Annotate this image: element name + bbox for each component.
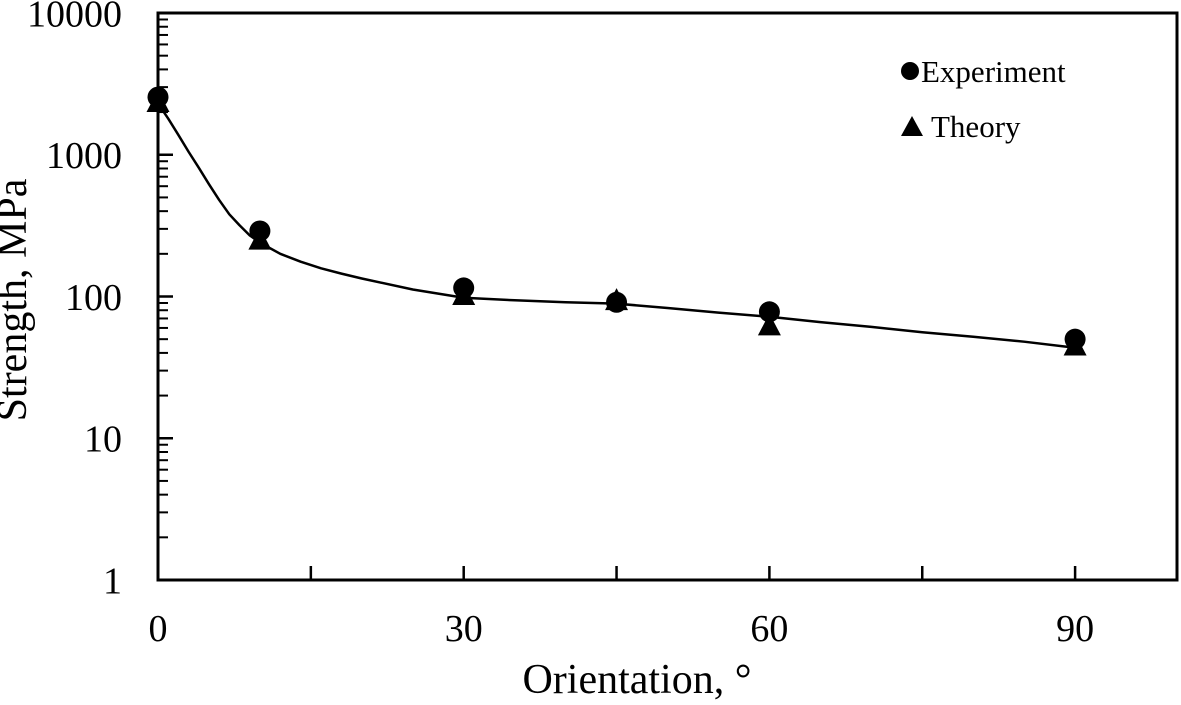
theory-curve <box>156 102 1077 349</box>
y-tick-label: 1000 <box>46 135 122 177</box>
y-tick-label: 10000 <box>27 0 122 35</box>
legend-label-experiment: Experiment <box>921 53 1066 89</box>
y-axis-title: Strength, MPa <box>0 178 36 421</box>
legend-item-experiment: Experiment <box>901 54 1066 88</box>
x-tick-label: 0 <box>149 608 168 650</box>
data-layer <box>146 86 1087 356</box>
x-axis-title: Orientation, ° <box>522 657 751 703</box>
legend-label-theory: Theory <box>931 108 1021 144</box>
legend: Experiment Theory <box>901 54 1066 143</box>
theory-point <box>146 89 170 112</box>
axes-layer: 0 30 60 90 1 10 100 1000 10000 <box>27 0 1179 650</box>
plot-border <box>156 11 1179 582</box>
legend-item-theory: Theory <box>901 109 1066 143</box>
theory-marker-icon <box>901 116 923 136</box>
theory-point <box>1063 333 1087 356</box>
theory-point <box>757 313 781 336</box>
experiment-point <box>758 301 780 323</box>
y-tick-label: 10 <box>84 419 122 461</box>
x-tick-label: 60 <box>750 608 788 650</box>
y-tick-label: 100 <box>65 277 122 319</box>
x-tick-label: 90 <box>1056 608 1094 650</box>
experiment-marker-icon <box>901 62 919 80</box>
x-tick-label: 30 <box>445 608 483 650</box>
theory-point <box>452 283 476 305</box>
theory-point <box>605 288 629 311</box>
y-tick-label: 1 <box>103 560 122 602</box>
theory-point <box>248 227 272 250</box>
